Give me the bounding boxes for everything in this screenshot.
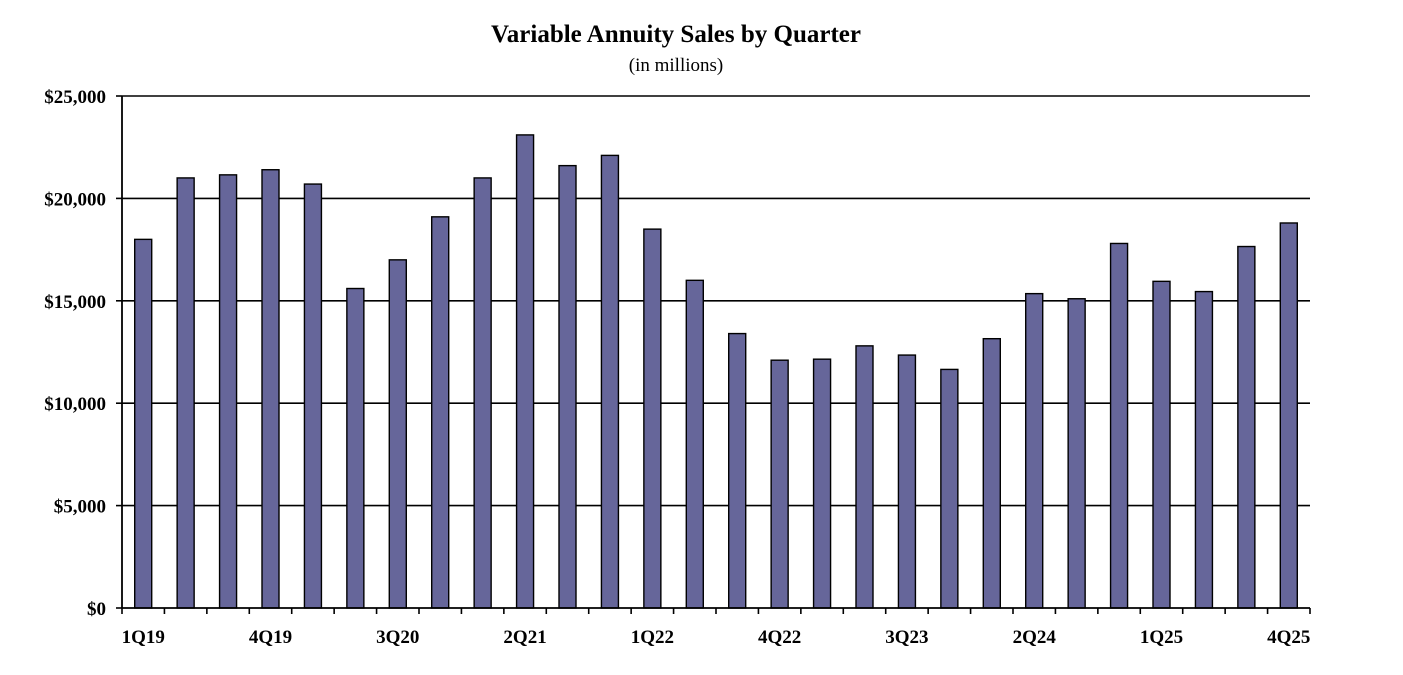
x-tick-label: 1Q25: [1140, 627, 1183, 648]
x-tick-label: 2Q24: [1013, 627, 1057, 648]
bar-2q22: [685, 279, 704, 609]
bar-3q24: [1067, 298, 1086, 609]
axes: [116, 95, 1311, 614]
y-tick-label: $25,000: [44, 87, 106, 108]
bar-3q23: [897, 354, 917, 609]
bar-3q20: [388, 259, 407, 609]
bar-1q23: [812, 358, 832, 609]
x-tick-label: 1Q19: [122, 627, 165, 648]
bar-3q21: [558, 164, 577, 609]
x-tick-label: 4Q22: [758, 627, 801, 648]
y-tick-label: $0: [87, 599, 106, 620]
bar-3q25: [1237, 245, 1256, 609]
x-tick-label: 2Q21: [503, 627, 546, 648]
y-tick-label: $15,000: [44, 292, 106, 313]
bar-2q25: [1194, 290, 1214, 609]
gridlines: [122, 95, 1310, 507]
bar-1q21: [473, 177, 492, 609]
bar-1q24: [982, 337, 1001, 609]
bar-2q20: [346, 287, 365, 609]
bar-3q22: [728, 332, 747, 609]
y-tick-label: $10,000: [44, 394, 106, 415]
bar-4q24: [1109, 242, 1129, 609]
x-tick-label: 3Q23: [885, 627, 928, 648]
bar-4q25: [1279, 222, 1298, 609]
x-axis-tick-labels: 1Q19 4Q19 3Q20 2Q21 1Q22 4Q22 3Q23 2Q24 1Q25 4Q25: [122, 627, 1311, 648]
bar-1q19: [134, 238, 153, 609]
bar-4q22: [770, 359, 789, 609]
y-tick-label: $20,000: [44, 189, 106, 210]
bars: [134, 134, 1298, 609]
x-tick-label: 3Q20: [376, 627, 419, 648]
bar-2q24: [1025, 292, 1044, 609]
bar-4q20: [431, 216, 450, 609]
x-tick-label: 4Q25: [1267, 627, 1310, 648]
bar-4q19: [261, 169, 280, 609]
bar-2q19: [176, 177, 195, 609]
bar-1q20: [303, 183, 323, 609]
bar-2q23: [855, 345, 874, 609]
chart-title: Variable Annuity Sales by Quarter: [491, 21, 861, 48]
chart-subtitle: (in millions): [629, 55, 723, 76]
bar-2q21: [515, 134, 535, 609]
y-axis-tick-labels: $0 $5,000 $10,000 $15,000 $20,000 $25,000: [44, 87, 106, 620]
bar-3q19: [218, 174, 238, 609]
bar-4q21: [600, 154, 620, 609]
y-tick-label: $5,000: [54, 497, 106, 518]
x-tick-label: 4Q19: [249, 627, 292, 648]
bar-1q25: [1152, 280, 1171, 609]
bar-4q23: [940, 368, 959, 609]
bar-1q22: [643, 228, 662, 609]
x-tick-label: 1Q22: [631, 627, 674, 648]
